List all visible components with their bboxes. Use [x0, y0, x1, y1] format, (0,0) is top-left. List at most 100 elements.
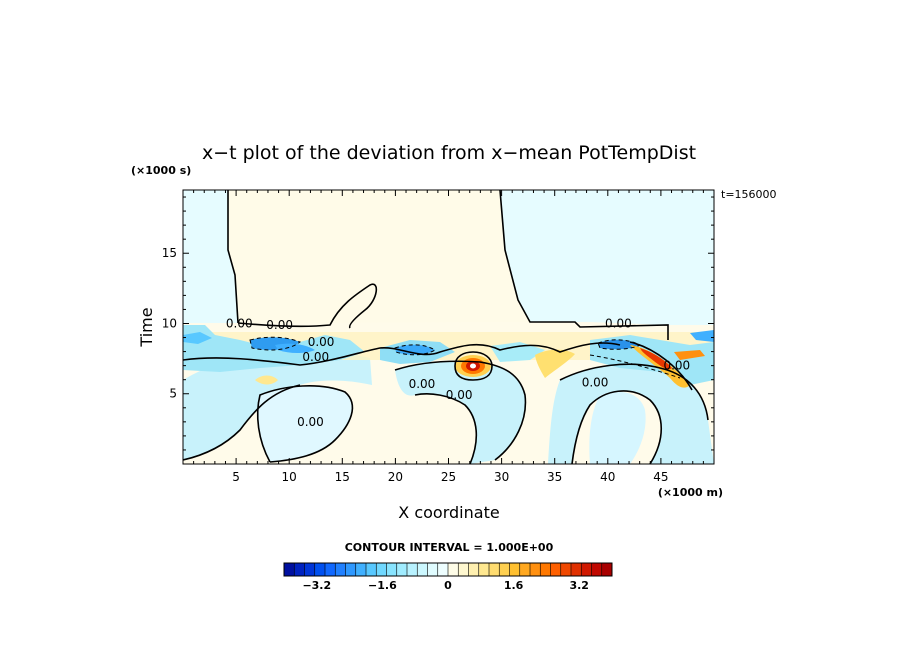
- x-axis-label: X coordinate: [398, 503, 499, 522]
- contour-value-label: 0.00: [297, 415, 324, 429]
- dashed-contour-1: [249, 336, 301, 351]
- contour-lower-left: [183, 384, 301, 461]
- y-axis-ticks: 5 10 15: [162, 196, 714, 451]
- contour-value-label: 0.00: [266, 318, 293, 332]
- time-annotation: t=156000: [721, 188, 777, 201]
- colorbar-tick-label: 0: [444, 579, 452, 592]
- x-tick-label: 40: [600, 470, 615, 484]
- warm-patch-mid: [535, 349, 575, 378]
- x-tick-label: 25: [441, 470, 456, 484]
- colorbar-swatch: [581, 563, 592, 576]
- colorbar-tick-label: 1.6: [504, 579, 524, 592]
- contour-labels: 0.00 0.000.000.000.000.000.000.000.000.00: [226, 316, 690, 428]
- colorbar-swatch: [355, 563, 367, 576]
- contour-value-label: 0.00: [446, 388, 473, 402]
- y-tick-label: 15: [162, 246, 177, 260]
- colorbar-swatch: [396, 563, 408, 576]
- contour-upper-left: [227, 190, 239, 324]
- band-cool-mid: [490, 342, 545, 362]
- lower-band-cool-region: [257, 385, 353, 462]
- colorbar-swatch: [489, 563, 500, 576]
- x-tick-label: 20: [388, 470, 403, 484]
- y-axis-label: Time: [137, 307, 156, 347]
- colorbar-swatch: [284, 563, 295, 576]
- y-tick-label: 5: [169, 387, 177, 401]
- dashed-contours: [249, 336, 681, 379]
- cold-patch-3: [395, 344, 435, 355]
- colorbar-swatch: [458, 563, 469, 576]
- contour-right-streak: [629, 341, 693, 391]
- y-tick-label: 10: [162, 316, 177, 330]
- hot-streak-right: [640, 348, 672, 370]
- colorbar-swatch: [427, 563, 439, 576]
- dashed-contour-3: [597, 339, 642, 350]
- colorbar-tick-label: 3.2: [569, 579, 589, 592]
- warm-strip-right: [674, 350, 705, 360]
- heatmap-field: 0.00 0.000.000.000.000.000.000.000.000.00: [183, 190, 714, 464]
- x-tick-label: 35: [547, 470, 562, 484]
- colorbar-frame: [283, 562, 613, 577]
- contour-value-label: 0.00: [605, 316, 632, 330]
- colorbar-swatch: [366, 563, 377, 576]
- colorbar-swatch: [345, 563, 357, 576]
- colorbar-swatch: [417, 563, 428, 576]
- colorbar-swatch: [591, 563, 603, 576]
- contour-interval-text: CONTOUR INTERVAL = 1.000E+00: [345, 541, 554, 554]
- contour-upper-right: [499, 190, 669, 340]
- colorbar-tick-label: −3.2: [302, 579, 331, 592]
- vortex-core: [470, 363, 476, 369]
- colorbar-swatch: [560, 563, 572, 576]
- cold-patch-5: [183, 332, 212, 344]
- colorbar-swatch: [335, 563, 346, 576]
- colorbar-swatch: [407, 563, 418, 576]
- colorbar-swatch: [499, 563, 510, 576]
- y-unit-label: (×1000 s): [131, 164, 191, 177]
- x-tick-label: 30: [494, 470, 509, 484]
- colorbar-swatch: [519, 563, 531, 576]
- warm-patch-left: [255, 375, 278, 385]
- contour-value-label: 0.00: [308, 335, 335, 349]
- contour-lower-loop-2: [394, 360, 527, 461]
- x-tick-label: 15: [335, 470, 350, 484]
- colorbar-tick-labels: −3.2 −1.6 0 1.6 3.2: [302, 579, 589, 592]
- upper-right-cool-region: [500, 190, 714, 325]
- colorbar-swatch: [509, 563, 521, 576]
- colorbar-swatch: [448, 563, 459, 576]
- colorbar-swatch: [294, 563, 305, 576]
- contour-value-label: 0.00: [302, 350, 329, 364]
- colorbar-swatch: [478, 563, 490, 576]
- x-tick-label: 5: [232, 470, 240, 484]
- warm-streak-right: [630, 345, 690, 388]
- cold-patch-6: [690, 330, 714, 342]
- colorbar-swatch: [601, 563, 613, 576]
- upper-center-warm-region: [228, 190, 530, 323]
- x-tick-label: 10: [282, 470, 297, 484]
- lower-left-cool-region: [183, 351, 372, 460]
- contour-lines: [183, 190, 709, 464]
- colorbar-swatch: [540, 563, 551, 576]
- upper-left-cool-region: [183, 190, 238, 323]
- colorbar-swatch: [304, 563, 316, 576]
- colorbar-swatch: [468, 563, 480, 576]
- colorbar-tick-label: −1.6: [368, 579, 397, 592]
- contour-value-label: 0.00: [409, 377, 436, 391]
- colorbar-swatch: [571, 563, 582, 576]
- colorbar-swatch: [314, 563, 326, 576]
- lower-right-cool-region: [548, 364, 714, 464]
- lower-right-band-cool: [589, 391, 646, 464]
- contour-lower-loop-1: [256, 385, 354, 463]
- chart-title: x−t plot of the deviation from x−mean Po…: [202, 142, 696, 164]
- x-unit-label: (×1000 m): [658, 486, 723, 499]
- dashed-contour-4: [589, 354, 681, 379]
- contour-value-label: 0.00: [582, 376, 609, 390]
- contour-lower-loop-5: [571, 390, 662, 464]
- colorbar-swatch: [437, 563, 449, 576]
- contour-lower-loop-3: [414, 393, 478, 464]
- colorbar-swatch: [386, 563, 398, 576]
- colorbar: [283, 562, 613, 577]
- contour-vortex-ring: [454, 351, 493, 381]
- x-axis-ticks: 5 10 15 20 25 30 35 40 45: [193, 190, 704, 484]
- contour-value-label: 0.00: [226, 316, 253, 330]
- contour-band-1: [183, 342, 621, 366]
